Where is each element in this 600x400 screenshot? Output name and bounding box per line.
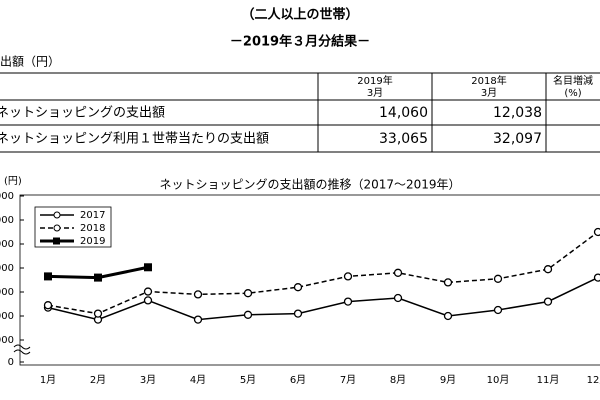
point bbox=[193, 315, 203, 324]
point bbox=[493, 305, 503, 315]
column-header: (%) bbox=[564, 88, 581, 99]
legend-label: 2017 bbox=[80, 210, 105, 221]
legend-marker bbox=[53, 211, 61, 219]
point bbox=[243, 310, 253, 319]
point bbox=[193, 290, 203, 299]
point bbox=[94, 273, 102, 282]
y-tick-label: 16,000 bbox=[0, 239, 14, 250]
series-line bbox=[47, 231, 599, 315]
row-label: ネットショッピング利用１世帯当たりの支出額 bbox=[0, 132, 269, 147]
point bbox=[93, 309, 103, 318]
point bbox=[443, 311, 453, 321]
x-tick-label: 11月 bbox=[537, 374, 560, 386]
column-header: 2019年 bbox=[357, 74, 392, 87]
row-label: ネットショッピングの支出額 bbox=[0, 106, 165, 121]
cell: 33,065 bbox=[379, 131, 428, 147]
point bbox=[493, 274, 503, 283]
title: （二人以上の世帯） bbox=[241, 7, 358, 23]
point bbox=[293, 283, 303, 292]
point bbox=[343, 272, 353, 281]
column-header: 3月 bbox=[367, 87, 383, 99]
y-unit: (円) bbox=[4, 176, 22, 187]
legend-label: 2018 bbox=[80, 223, 105, 234]
x-tick-label: 7月 bbox=[340, 374, 356, 386]
point bbox=[143, 296, 153, 305]
x-tick-label: 3月 bbox=[140, 374, 156, 386]
point bbox=[243, 289, 253, 298]
point bbox=[43, 301, 53, 310]
y-tick-label: 18,000 bbox=[0, 215, 14, 226]
x-tick-label: 1月 bbox=[40, 374, 56, 386]
point bbox=[144, 263, 152, 272]
y-tick-label: 14,000 bbox=[0, 263, 14, 274]
point bbox=[543, 297, 553, 306]
point bbox=[44, 272, 52, 281]
y-tick-label: 10,000 bbox=[0, 311, 14, 322]
point bbox=[443, 278, 453, 287]
point bbox=[543, 265, 553, 274]
plot-frame bbox=[19, 194, 600, 366]
x-tick-label: 9月 bbox=[440, 374, 456, 386]
x-tick-label: 8月 bbox=[390, 374, 406, 386]
column-header: 3月 bbox=[481, 87, 497, 99]
x-tick-label: 2月 bbox=[90, 374, 106, 386]
table-grid bbox=[0, 72, 600, 153]
series-line bbox=[47, 276, 599, 321]
y-tick-label: 12,000 bbox=[0, 287, 14, 298]
unit: 出額（円） bbox=[0, 55, 60, 69]
point bbox=[393, 268, 403, 277]
subtitle: －2019年３月分結果－ bbox=[230, 34, 370, 50]
column-header: 名目増減 bbox=[553, 74, 593, 87]
x-tick-label: 5月 bbox=[240, 374, 256, 386]
plot: 0 8,000 10,000 12,000 14,000 16,000 18,000 20,0… bbox=[0, 191, 600, 386]
x-tick-label: 12月 bbox=[587, 374, 600, 386]
x-tick-label: 10月 bbox=[487, 374, 510, 386]
point bbox=[593, 273, 600, 282]
chart-title: ネットショッピングの支出額の推移（2017～2019年） bbox=[159, 178, 460, 192]
x-tick-label: 6月 bbox=[290, 374, 306, 386]
point bbox=[343, 297, 353, 306]
axis-break bbox=[13, 344, 31, 355]
cell: 12,038 bbox=[493, 105, 542, 121]
legend-marker bbox=[53, 224, 61, 232]
point bbox=[593, 227, 600, 237]
y-tick-label: 20,000 bbox=[0, 191, 14, 202]
cell: 14,060 bbox=[379, 105, 428, 121]
point bbox=[293, 309, 303, 318]
column-header: 2018年 bbox=[471, 74, 506, 87]
legend-label: 2019 bbox=[80, 236, 105, 247]
cell: 32,097 bbox=[493, 131, 542, 147]
y-tick-label: 0 bbox=[8, 357, 14, 368]
point bbox=[143, 287, 153, 296]
y-tick-label: 8,000 bbox=[0, 335, 14, 346]
x-tick-label: 4月 bbox=[190, 374, 206, 386]
point bbox=[393, 293, 403, 303]
legend-marker bbox=[53, 237, 60, 245]
